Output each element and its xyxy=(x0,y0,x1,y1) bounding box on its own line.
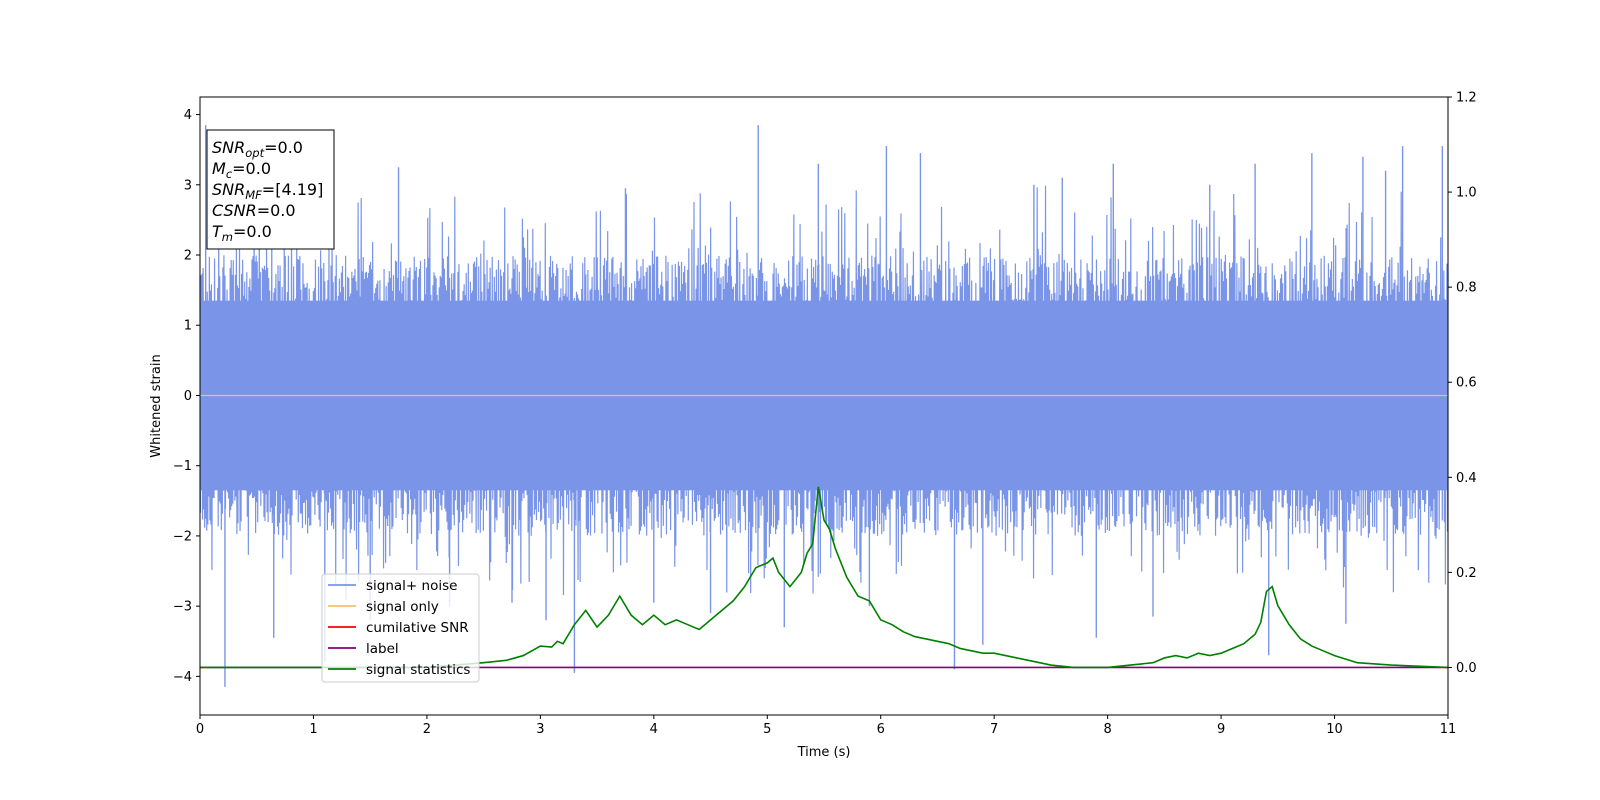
y-left-tick-label-4: 0 xyxy=(184,389,192,404)
y-right-tick-label-5: 0.2 xyxy=(1456,566,1477,581)
y-left-tick-label-3: 1 xyxy=(184,319,192,334)
info-value-0: =0.0 xyxy=(264,138,303,157)
info-subscript-0: opt xyxy=(245,146,264,160)
info-box-frame xyxy=(206,129,335,250)
y-right-tick-label-1: 1.0 xyxy=(1456,186,1477,201)
legend-label-1: signal only xyxy=(366,599,439,615)
info-value-3: =0.0 xyxy=(257,201,296,220)
x-tick-label-5: 5 xyxy=(763,722,771,737)
y-left-tick-label-8: −4 xyxy=(173,670,192,685)
info-symbol-1: M xyxy=(212,159,226,178)
legend-label-3: label xyxy=(366,641,399,657)
plot-frame xyxy=(199,96,1449,716)
info-value-1: =0.0 xyxy=(232,159,271,178)
x-tick-label-9: 9 xyxy=(1217,722,1225,737)
x-tick-label-3: 3 xyxy=(536,722,544,737)
y-left-tick-label-5: −1 xyxy=(173,459,192,474)
info-line-2: SNRMF=[4.19] xyxy=(212,180,323,202)
info-value-4: =0.0 xyxy=(233,222,272,241)
x-tick-label-8: 8 xyxy=(1103,722,1111,737)
info-symbol-4: T xyxy=(212,222,223,241)
x-tick-label-0: 0 xyxy=(196,722,204,737)
legend-label-0: signal+ noise xyxy=(366,578,457,594)
info-symbol-3: CSNR xyxy=(212,201,257,220)
y-right-tick-label-3: 0.6 xyxy=(1456,376,1477,391)
info-symbol-2: SNR xyxy=(212,180,245,199)
x-tick-label-1: 1 xyxy=(309,722,317,737)
x-axis-label: Time (s) xyxy=(797,745,851,760)
info-symbol-0: SNR xyxy=(212,138,245,157)
legend-label-2: cumilative SNR xyxy=(366,620,469,636)
info-value-2: =[4.19] xyxy=(262,180,324,199)
info-subscript-4: m xyxy=(222,230,233,244)
y-right-tick-label-4: 0.4 xyxy=(1456,471,1477,486)
y-axis-label: Whitened strain xyxy=(149,354,164,457)
y-left-tick-label-0: 4 xyxy=(184,108,192,123)
x-tick-label-7: 7 xyxy=(990,722,998,737)
y-right-tick-label-0: 1.2 xyxy=(1456,91,1477,106)
y-right-tick-label-2: 0.8 xyxy=(1456,281,1477,296)
info-box: SNRopt=0.0Mc=0.0SNRMF=[4.19]CSNR=0.0Tm=0… xyxy=(206,129,335,250)
y-left-tick-label-1: 3 xyxy=(184,178,192,193)
y-left-tick-label-7: −3 xyxy=(173,600,192,615)
legend-frame xyxy=(321,573,480,683)
info-line-1: Mc=0.0 xyxy=(212,159,271,181)
x-tick-label-11: 11 xyxy=(1440,722,1457,737)
info-line-4: Tm=0.0 xyxy=(212,222,272,244)
legend: signal+ noise signal only cumilative SNR la… xyxy=(321,573,480,683)
x-tick-label-10: 10 xyxy=(1326,722,1343,737)
info-line-0: SNRopt=0.0 xyxy=(212,138,303,160)
info-line-3: CSNR=0.0 xyxy=(212,201,296,220)
x-tick-label-6: 6 xyxy=(877,722,885,737)
axes-layer: 0 1 2 3 4 5 6 7 8 9 10 1143210−1−2−3−41.21.00.80.60… xyxy=(173,91,1477,738)
y-left-tick-label-2: 2 xyxy=(184,249,192,264)
series-signal-statistics-line xyxy=(200,486,1449,669)
y-left-tick-label-6: −2 xyxy=(173,529,192,544)
info-subscript-1: c xyxy=(226,167,233,181)
legend-label-4: signal statistics xyxy=(366,662,470,678)
info-subscript-2: MF xyxy=(245,188,262,202)
x-tick-label-2: 2 xyxy=(423,722,431,737)
y-right-tick-label-6: 0.0 xyxy=(1456,661,1477,676)
signal-noise-trace xyxy=(199,185,1449,600)
x-tick-label-4: 4 xyxy=(650,722,658,737)
